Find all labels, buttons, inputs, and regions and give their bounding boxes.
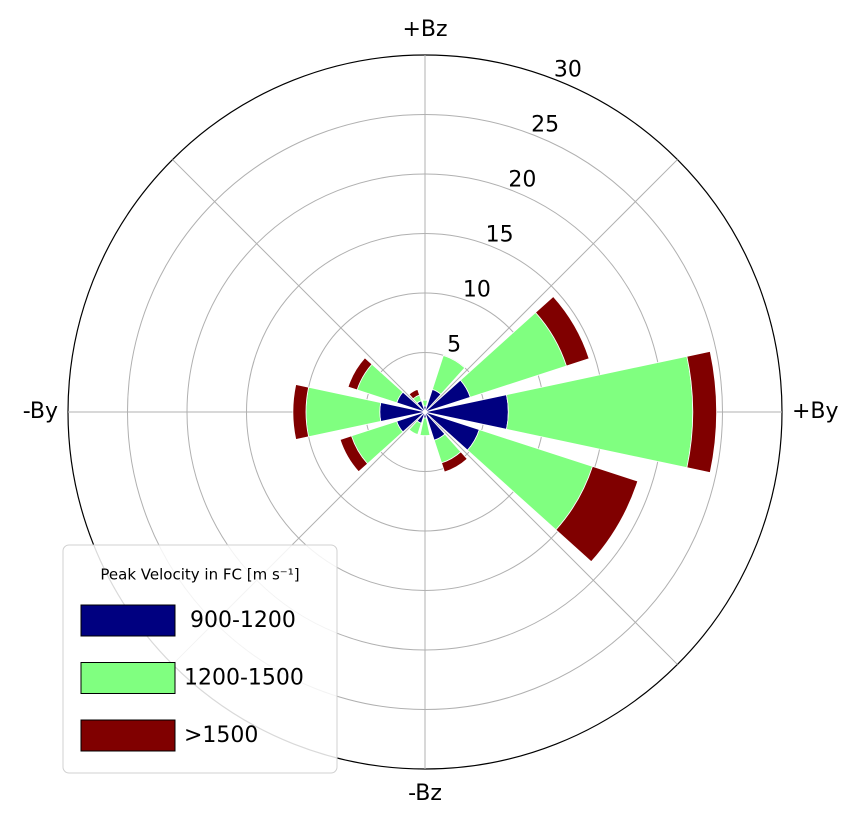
legend-swatch — [80, 719, 176, 752]
legend-label: 900-1200 — [190, 608, 296, 633]
bar-segment — [443, 355, 466, 369]
bar-segment — [347, 357, 373, 391]
r-tick-label: 20 — [508, 168, 536, 193]
bar-segment — [339, 435, 369, 473]
theta-tick-label: +Bz — [402, 17, 447, 42]
bar-segment — [419, 434, 431, 437]
bar-segment — [408, 388, 420, 400]
r-tick-label: 25 — [531, 113, 559, 138]
legend-swatch — [80, 662, 176, 694]
bar-segment — [534, 295, 590, 367]
r-tick-label: 5 — [447, 332, 461, 357]
r-tick-label: 15 — [486, 223, 514, 248]
grid-spoke — [424, 411, 678, 665]
bar-segment — [422, 399, 428, 407]
legend: Peak Velocity in FC [m s⁻¹] 900-1200 1200-… — [62, 544, 338, 774]
r-tick-label: 10 — [463, 278, 491, 303]
legend-label: >1500 — [184, 723, 258, 748]
bar-segment — [555, 465, 639, 563]
bar-segment — [408, 429, 418, 436]
theta-tick-label: -By — [23, 399, 58, 424]
grid-spoke — [172, 159, 426, 413]
legend-swatch — [80, 604, 176, 637]
legend-title: Peak Velocity in FC [m s⁻¹] — [100, 566, 299, 584]
bar-segment — [441, 451, 468, 473]
theta-tick-label: -Bz — [408, 781, 442, 806]
grid-spoke — [424, 159, 678, 413]
r-tick-label: 30 — [554, 58, 582, 83]
theta-tick-label: +By — [792, 399, 839, 424]
legend-box — [62, 544, 338, 774]
bar-segment — [305, 386, 382, 438]
legend-label: 1200-1500 — [184, 666, 304, 691]
bar-segment — [686, 350, 717, 474]
bar-segment — [292, 384, 310, 440]
bars — [292, 295, 717, 563]
